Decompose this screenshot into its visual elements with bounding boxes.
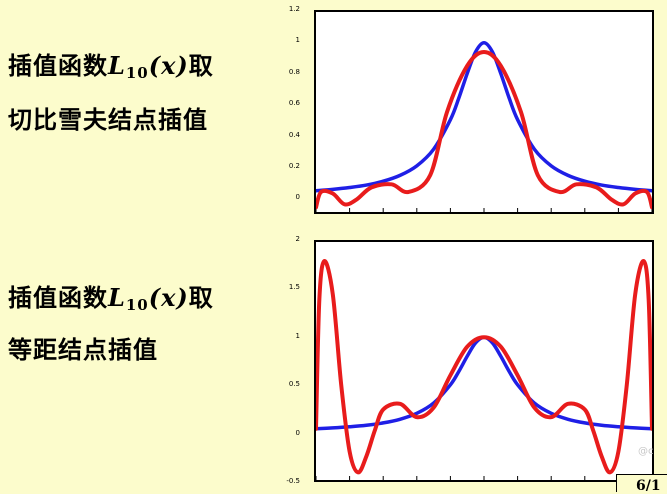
plot-svg — [316, 259, 652, 480]
top-label-line1: 插值函数L10(x)取 — [8, 46, 214, 82]
y-tick-label: 0.8 — [288, 67, 300, 76]
y-tick-label: 0.2 — [288, 161, 300, 170]
y-tick-label: 1 — [295, 331, 300, 340]
page-number: 6/1 — [636, 478, 661, 494]
bottom-label-line2: 等距结点插值 — [8, 336, 158, 364]
top-math-arg: (x) — [148, 51, 189, 80]
page-number-box — [616, 474, 667, 492]
runge-function-line — [316, 41, 652, 193]
interpolation-line — [316, 50, 652, 210]
y-tick-label: 0.6 — [288, 99, 300, 108]
runge-function-line — [316, 335, 652, 431]
top-math-letter: L — [108, 51, 126, 80]
bottom-label-suffix: 取 — [188, 284, 214, 312]
y-tick-label: 0.5 — [288, 380, 300, 389]
bottom-math-letter: L — [108, 283, 126, 312]
plot-frame — [314, 240, 654, 482]
top-label-line2: 切比雪夫结点插值 — [8, 106, 208, 134]
y-tick-label: 1.5 — [288, 283, 300, 292]
y-tick-label: 1 — [295, 36, 300, 45]
bottom-label-line1: 插值函数L10(x)取 — [8, 278, 214, 314]
top-label-suffix: 取 — [188, 52, 214, 80]
plot-svg — [316, 41, 652, 212]
plot-frame — [314, 10, 654, 214]
top-label-prefix: 插值函数 — [8, 52, 108, 80]
y-tick-label: 0.4 — [288, 130, 300, 139]
bottom-math-sub: 10 — [125, 296, 149, 314]
watermark-text: @c — [638, 446, 654, 457]
bottom-label-prefix: 插值函数 — [8, 284, 108, 312]
bottom-math-arg: (x) — [148, 283, 189, 312]
y-tick-label: 1.2 — [288, 5, 300, 13]
interpolation-line — [316, 259, 652, 475]
top-math-sub: 10 — [125, 64, 149, 82]
y-tick-label: 2 — [295, 235, 300, 243]
y-tick-label: 0 — [295, 428, 300, 437]
y-tick-label: 0 — [295, 193, 300, 202]
y-tick-label: -0.5 — [286, 477, 300, 485]
